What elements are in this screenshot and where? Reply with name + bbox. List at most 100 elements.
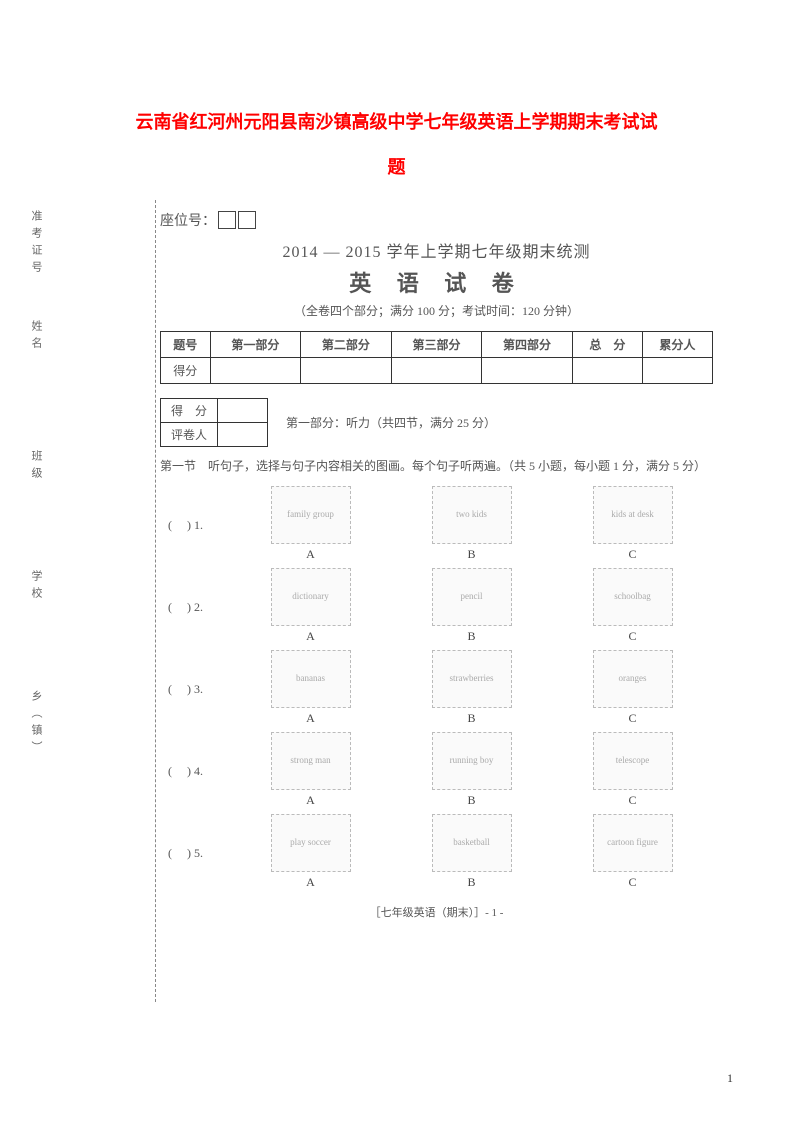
option-label: A [306, 875, 315, 890]
option-label: C [628, 547, 636, 562]
option-label: A [306, 547, 315, 562]
option[interactable]: strong manA [271, 732, 351, 808]
part-score-table: 得 分 评卷人 [160, 398, 268, 447]
binding-label: 姓名 [28, 320, 44, 354]
question-number[interactable]: ( ) 4. [160, 762, 230, 779]
document-title: 云南省红河州元阳县南沙镇高级中学七年级英语上学期期末考试试题 [130, 100, 663, 190]
question-row: ( ) 5. play soccer Abasketball Bcartoon fig… [160, 814, 713, 890]
exam-info: （全卷四个部分；满分 100 分；考试时间：120 分钟） [160, 302, 713, 319]
score-header: 第四部分 [482, 332, 573, 358]
option-image-placeholder: schoolbag [593, 568, 673, 626]
question-number[interactable]: ( ) 2. [160, 598, 230, 615]
seat-box[interactable] [218, 211, 236, 229]
seat-label: 座位号： [160, 210, 216, 230]
option-image-placeholder: dictionary [271, 568, 351, 626]
option[interactable]: kids at desk C [593, 486, 673, 562]
question-number[interactable]: ( ) 5. [160, 844, 230, 861]
binding-label: 准考证号 [28, 210, 44, 278]
options-group: dictionary Apencil Bschoolbag C [230, 568, 713, 644]
option-image-placeholder: bananas [271, 650, 351, 708]
option[interactable]: pencil B [432, 568, 512, 644]
option-label: A [306, 629, 315, 644]
option-image-placeholder: strong man [271, 732, 351, 790]
subscore-cell[interactable] [218, 423, 268, 447]
options-group: strong manA running boyB telescope C [230, 732, 713, 808]
binding-label: 乡（镇） [28, 690, 44, 758]
option-image-placeholder: play soccer [271, 814, 351, 872]
score-header: 总 分 [572, 332, 642, 358]
score-header: 累分人 [642, 332, 712, 358]
binding-label: 班级 [28, 450, 44, 484]
part1-title: 第一部分：听力（共四节，满分 25 分） [286, 414, 496, 431]
option[interactable]: bananas A [271, 650, 351, 726]
option-image-placeholder: telescope [593, 732, 673, 790]
question-number[interactable]: ( ) 3. [160, 680, 230, 697]
option-label: B [467, 547, 475, 562]
part-score-row: 得 分 评卷人 第一部分：听力（共四节，满分 25 分） [160, 398, 713, 447]
score-cell[interactable] [391, 358, 482, 384]
option-image-placeholder: cartoon figure [593, 814, 673, 872]
subscore-label: 评卷人 [161, 423, 218, 447]
exam-subject: 英 语 试 卷 [160, 266, 713, 298]
option[interactable]: telescope C [593, 732, 673, 808]
questions-list: ( ) 1. family group Atwo kids Bkids at desk… [160, 486, 713, 890]
option[interactable]: cartoon figure C [593, 814, 673, 890]
table-row: 得分 [161, 358, 713, 384]
option[interactable]: running boyB [432, 732, 512, 808]
options-group: family group Atwo kids Bkids at desk C [230, 486, 713, 562]
option-label: B [467, 875, 475, 890]
page-number: 1 [727, 1071, 733, 1086]
option[interactable]: schoolbag C [593, 568, 673, 644]
question-row: ( ) 1. family group Atwo kids Bkids at desk… [160, 486, 713, 562]
page-footer: ［七年级英语（期末）］- 1 - [160, 904, 713, 920]
option-label: C [628, 875, 636, 890]
question-number[interactable]: ( ) 1. [160, 516, 230, 533]
option-label: C [628, 711, 636, 726]
option-image-placeholder: pencil [432, 568, 512, 626]
option-image-placeholder: running boy [432, 732, 512, 790]
score-header: 第二部分 [301, 332, 392, 358]
score-cell[interactable] [301, 358, 392, 384]
score-cell[interactable] [572, 358, 642, 384]
option-image-placeholder: basketball [432, 814, 512, 872]
subscore-cell[interactable] [218, 399, 268, 423]
option[interactable]: play soccer A [271, 814, 351, 890]
option-image-placeholder: kids at desk [593, 486, 673, 544]
option-image-placeholder: two kids [432, 486, 512, 544]
option-image-placeholder: oranges [593, 650, 673, 708]
option[interactable]: strawberries B [432, 650, 512, 726]
score-cell[interactable] [210, 358, 301, 384]
question-row: ( ) 3. bananas Astrawberries Boranges C [160, 650, 713, 726]
option-label: C [628, 793, 636, 808]
option[interactable]: dictionary A [271, 568, 351, 644]
option-label: A [306, 711, 315, 726]
binding-margin: 准考证号 姓名 班级 学校 乡（镇） [96, 200, 156, 1002]
table-row: 题号 第一部分 第二部分 第三部分 第四部分 总 分 累分人 [161, 332, 713, 358]
section1-instruction: 第一节 听句子，选择与句子内容相关的图画。每个句子听两遍。（共 5 小题，每小题… [160, 457, 713, 476]
exam-page: 准考证号 姓名 班级 学校 乡（镇） 云南省红河州元阳县南沙镇高级中学七年级英语… [0, 0, 793, 1122]
options-group: bananas Astrawberries Boranges C [230, 650, 713, 726]
score-cell[interactable] [642, 358, 712, 384]
score-cell[interactable] [482, 358, 573, 384]
options-group: play soccer Abasketball Bcartoon figure C [230, 814, 713, 890]
subscore-label: 得 分 [161, 399, 218, 423]
score-row-label: 得分 [161, 358, 211, 384]
question-row: ( ) 2. dictionary Apencil Bschoolbag C [160, 568, 713, 644]
option-image-placeholder: strawberries [432, 650, 512, 708]
option-image-placeholder: family group [271, 486, 351, 544]
option[interactable]: oranges C [593, 650, 673, 726]
option[interactable]: family group A [271, 486, 351, 562]
option-label: C [628, 629, 636, 644]
score-header: 第三部分 [391, 332, 482, 358]
seat-box[interactable] [238, 211, 256, 229]
option-label: B [467, 629, 475, 644]
scanned-exam-body: 座位号： 2014 — 2015 学年上学期七年级期末统测 英 语 试 卷 （全… [160, 210, 713, 920]
question-row: ( ) 4. strong manA running boyB telescope C [160, 732, 713, 808]
option[interactable]: basketball B [432, 814, 512, 890]
binding-label: 学校 [28, 570, 44, 604]
option[interactable]: two kids B [432, 486, 512, 562]
seat-number-row: 座位号： [160, 210, 713, 230]
option-label: B [467, 711, 475, 726]
exam-year-line: 2014 — 2015 学年上学期七年级期末统测 [160, 238, 713, 262]
score-header: 题号 [161, 332, 211, 358]
